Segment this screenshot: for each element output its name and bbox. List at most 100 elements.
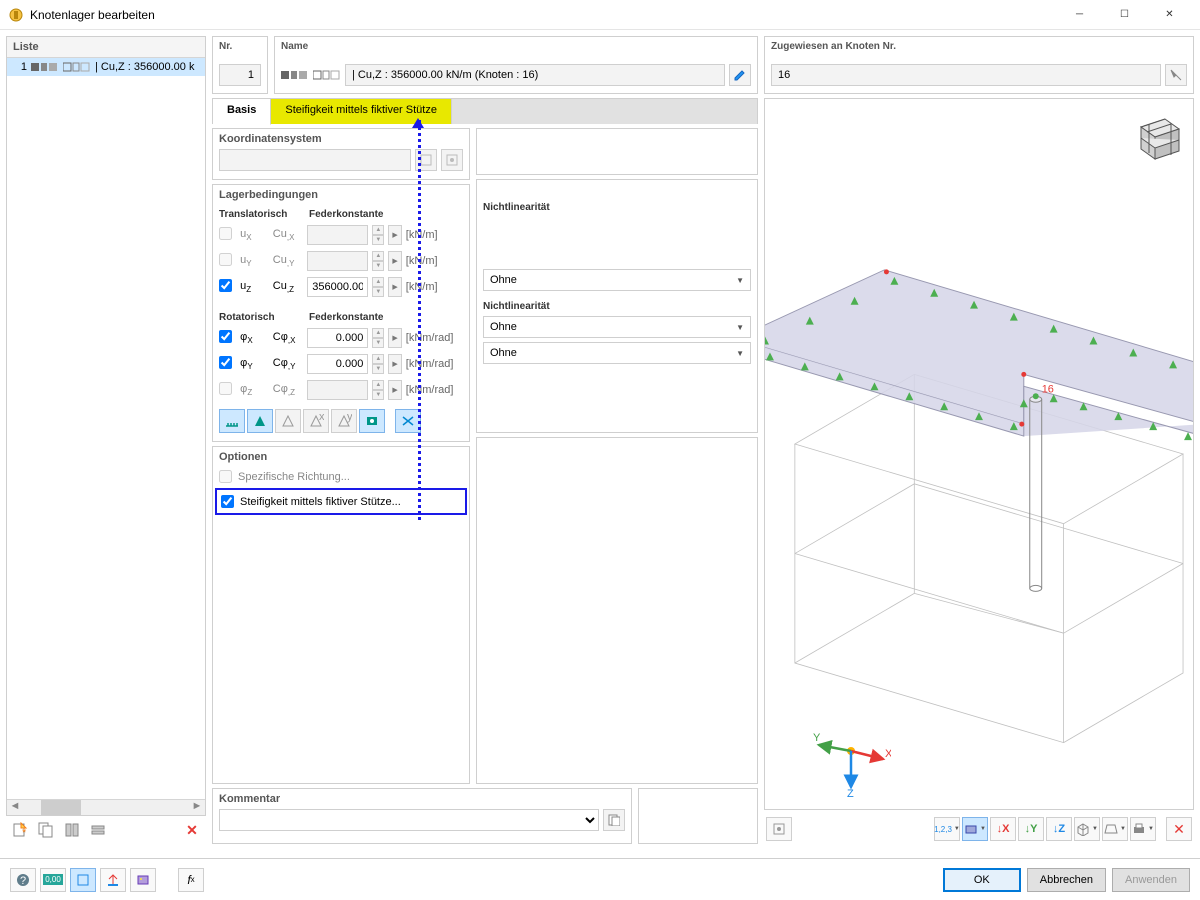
assigned-input[interactable] bbox=[771, 64, 1161, 86]
3d-view[interactable]: 16 bbox=[764, 98, 1194, 810]
view-btn-render[interactable]: ▼ bbox=[962, 817, 988, 841]
spin-up[interactable]: ▲ bbox=[372, 225, 384, 235]
cond-value[interactable] bbox=[307, 380, 368, 400]
opt2-checkbox[interactable] bbox=[221, 495, 234, 508]
cond-menu[interactable]: ▶ bbox=[388, 225, 401, 245]
tab-bar: Basis Steifigkeit mittels fiktiver Stütz… bbox=[212, 98, 758, 124]
support-type-1[interactable] bbox=[219, 409, 245, 433]
condition-row: φZCφ,Z▲▼▶[kNm/rad] bbox=[219, 377, 463, 403]
cond-checkbox[interactable] bbox=[219, 227, 232, 240]
delete-item-button[interactable]: ✕ bbox=[180, 819, 204, 841]
tab-stiffness[interactable]: Steifigkeit mittels fiktiver Stütze bbox=[271, 99, 452, 124]
spin-down[interactable]: ▼ bbox=[372, 364, 384, 374]
units-button[interactable]: 0,00 bbox=[40, 868, 66, 892]
assigned-label: Zugewiesen an Knoten Nr. bbox=[765, 37, 1193, 54]
condition-row: uYCu,Y▲▼▶[kN/m] bbox=[219, 248, 463, 274]
view-btn-numbers[interactable]: 1,2,3▼ bbox=[934, 817, 960, 841]
cond-const: Cφ,X bbox=[273, 331, 304, 345]
spin-up[interactable]: ▲ bbox=[372, 328, 384, 338]
close-button[interactable]: ✕ bbox=[1147, 0, 1192, 30]
apply-button[interactable]: Anwenden bbox=[1112, 868, 1190, 892]
copy-item-button[interactable] bbox=[34, 819, 58, 841]
tool-button-4[interactable] bbox=[86, 819, 110, 841]
support-type-3[interactable] bbox=[275, 409, 301, 433]
nonlin-combo[interactable]: Ohne▼ bbox=[483, 269, 751, 291]
spin-up[interactable]: ▲ bbox=[372, 354, 384, 364]
cond-value[interactable] bbox=[307, 225, 368, 245]
nonlin-combo[interactable]: Ohne▼ bbox=[483, 316, 751, 338]
view-btn-reset[interactable]: ✕ bbox=[1166, 817, 1192, 841]
view-btn-grab[interactable] bbox=[766, 817, 792, 841]
support-type-5[interactable]: y bbox=[331, 409, 357, 433]
spin-up[interactable]: ▲ bbox=[372, 277, 384, 287]
option-specific-dir[interactable]: Spezifische Richtung... bbox=[219, 467, 463, 486]
spin-up[interactable]: ▲ bbox=[372, 251, 384, 261]
spin-down[interactable]: ▼ bbox=[372, 235, 384, 245]
support-type-2[interactable] bbox=[247, 409, 273, 433]
spin-down[interactable]: ▼ bbox=[372, 390, 384, 400]
cond-checkbox[interactable] bbox=[219, 330, 232, 343]
name-label: Name bbox=[275, 37, 757, 54]
help-button[interactable]: ? bbox=[10, 868, 36, 892]
assigned-pick-button[interactable] bbox=[1165, 64, 1187, 86]
list-item[interactable]: 1 | Cu,Z : 356000.00 k bbox=[7, 58, 205, 76]
ok-button[interactable]: OK bbox=[943, 868, 1021, 892]
structure-button[interactable] bbox=[100, 868, 126, 892]
function-button[interactable]: fx bbox=[178, 868, 204, 892]
coord-input[interactable] bbox=[219, 149, 411, 171]
cond-checkbox[interactable] bbox=[219, 382, 232, 395]
minimize-button[interactable]: ─ bbox=[1057, 0, 1102, 30]
view-btn-y[interactable]: ↓Y bbox=[1018, 817, 1044, 841]
view-mode-button[interactable] bbox=[70, 868, 96, 892]
option-stiffness[interactable]: Steifigkeit mittels fiktiver Stütze... bbox=[221, 492, 461, 511]
cond-menu[interactable]: ▶ bbox=[388, 251, 401, 271]
cond-checkbox[interactable] bbox=[219, 279, 232, 292]
cond-menu[interactable]: ▶ bbox=[388, 328, 401, 348]
cond-menu[interactable]: ▶ bbox=[388, 354, 401, 374]
view-btn-x[interactable]: ↓X bbox=[990, 817, 1016, 841]
view-btn-iso[interactable]: ▼ bbox=[1074, 817, 1100, 841]
nonlin-header-trans: Nichtlinearität bbox=[483, 202, 751, 213]
name-edit-button[interactable] bbox=[729, 64, 751, 86]
spin-up[interactable]: ▲ bbox=[372, 380, 384, 390]
support-type-4[interactable]: x bbox=[303, 409, 329, 433]
name-input[interactable] bbox=[345, 64, 725, 86]
coord-btn-2[interactable] bbox=[441, 149, 463, 171]
view-cube[interactable] bbox=[1129, 107, 1185, 163]
nonlin-row bbox=[483, 215, 751, 241]
picture-button[interactable] bbox=[130, 868, 156, 892]
spin-down[interactable]: ▼ bbox=[372, 287, 384, 297]
cond-value[interactable] bbox=[307, 328, 368, 348]
cond-menu[interactable]: ▶ bbox=[388, 380, 401, 400]
support-type-7[interactable] bbox=[395, 409, 421, 433]
view-btn-print[interactable]: ▼ bbox=[1130, 817, 1156, 841]
comment-library-button[interactable] bbox=[603, 809, 625, 831]
cond-unit: [kNm/rad] bbox=[406, 358, 463, 370]
new-item-button[interactable]: * bbox=[8, 819, 32, 841]
maximize-button[interactable]: ☐ bbox=[1102, 0, 1147, 30]
view-btn-persp[interactable]: ▼ bbox=[1102, 817, 1128, 841]
list-scrollbar[interactable]: ◄ ► bbox=[7, 799, 205, 815]
cond-value[interactable] bbox=[307, 251, 368, 271]
cancel-button[interactable]: Abbrechen bbox=[1027, 868, 1106, 892]
cond-value[interactable] bbox=[307, 354, 368, 374]
nr-field: Nr. bbox=[212, 36, 268, 94]
cond-checkbox[interactable] bbox=[219, 356, 232, 369]
cond-checkbox[interactable] bbox=[219, 253, 232, 266]
tab-basis[interactable]: Basis bbox=[213, 99, 271, 125]
cond-value[interactable] bbox=[307, 277, 368, 297]
nonlin-combo[interactable]: Ohne▼ bbox=[483, 342, 751, 364]
comment-combo[interactable] bbox=[219, 809, 599, 831]
coord-btn-1[interactable] bbox=[415, 149, 437, 171]
svg-text:Y: Y bbox=[813, 732, 821, 744]
support-type-6[interactable] bbox=[359, 409, 385, 433]
comment-title: Kommentar bbox=[219, 793, 625, 805]
cond-menu[interactable]: ▶ bbox=[388, 277, 401, 297]
view-btn-z[interactable]: ↓Z bbox=[1046, 817, 1072, 841]
opt1-checkbox[interactable] bbox=[219, 470, 232, 483]
tool-button-3[interactable] bbox=[60, 819, 84, 841]
spin-down[interactable]: ▼ bbox=[372, 261, 384, 271]
cond-const: Cφ,Z bbox=[273, 383, 304, 397]
spin-down[interactable]: ▼ bbox=[372, 338, 384, 348]
nr-input[interactable] bbox=[219, 64, 261, 86]
